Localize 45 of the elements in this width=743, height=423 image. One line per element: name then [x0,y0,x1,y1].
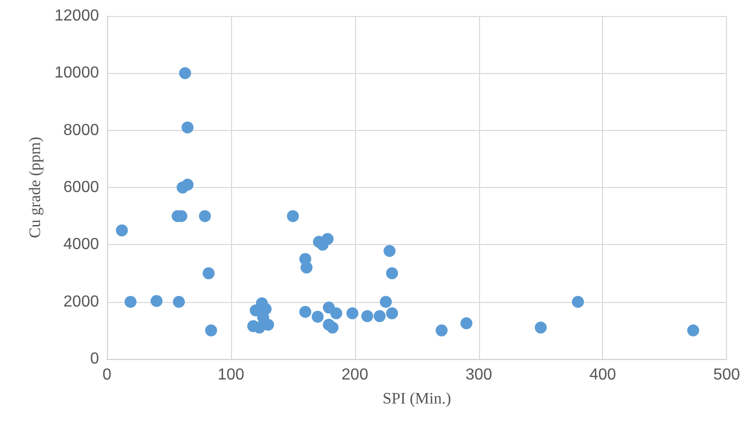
y-tick-label: 10000 [54,64,100,82]
point [172,296,185,308]
point [346,307,358,320]
point [116,224,128,236]
y-tick-label: 0 [90,350,100,368]
point [380,296,392,308]
point [687,324,700,336]
point [534,322,547,334]
point [386,267,398,280]
point [312,310,324,323]
x-tick-label: 400 [589,366,616,384]
y-tick-label: 12000 [54,8,100,24]
point [182,178,194,191]
point [179,67,192,80]
point [374,310,386,322]
point [330,307,342,320]
point [299,306,312,318]
point [198,210,211,222]
point [460,317,472,330]
point [124,296,137,308]
y-tick-label: 2000 [63,293,100,310]
point [286,210,299,222]
point [202,267,215,280]
point [262,318,274,331]
x-tick-label: 300 [465,366,492,384]
point [386,307,398,320]
x-axis-title: SPI (Min.) [382,390,452,408]
y-tick-label: 4000 [63,236,100,254]
x-tick-label: 100 [218,366,244,384]
point [182,121,194,134]
y-tick-label: 6000 [63,179,100,196]
point [150,294,163,307]
x-tick-label: 500 [713,366,740,384]
point [361,310,374,322]
y-axis-title: Cu grade (ppm) [27,136,44,238]
point [300,262,313,274]
point [322,232,334,245]
y-tick-label: 8000 [63,122,100,139]
x-tick-label: 200 [342,366,368,384]
point [326,322,339,334]
point [436,324,448,336]
x-tick-label: 0 [102,366,112,384]
point [205,324,218,336]
point [384,244,396,257]
point [572,296,584,308]
